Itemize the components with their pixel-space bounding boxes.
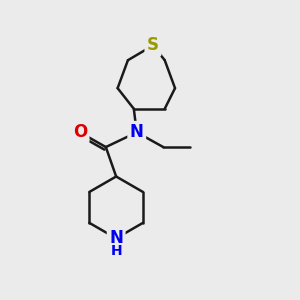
Text: O: O (73, 123, 87, 141)
Text: S: S (147, 37, 159, 55)
Text: H: H (110, 244, 122, 258)
Text: N: N (109, 229, 123, 247)
Text: N: N (130, 123, 144, 141)
